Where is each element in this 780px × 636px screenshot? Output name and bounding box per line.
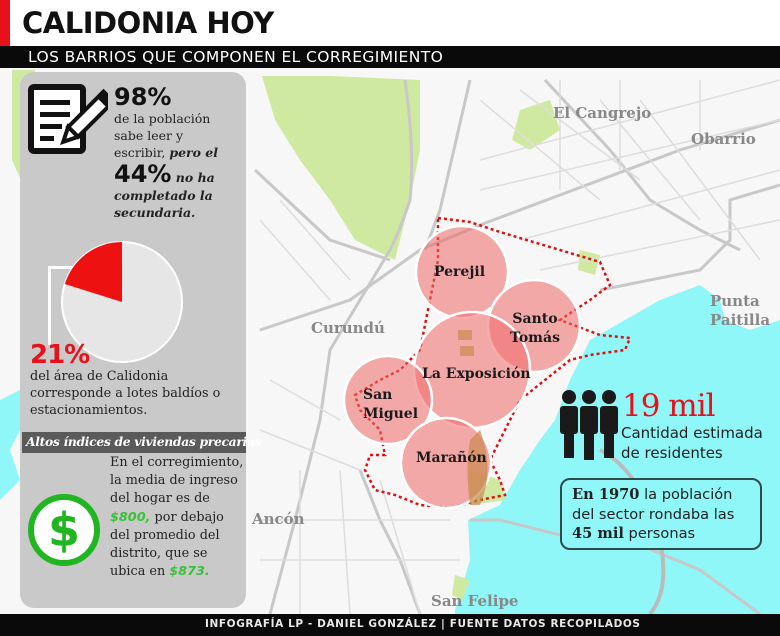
barrio-label-perejil: Perejil (434, 264, 486, 280)
document-pencil-icon (28, 84, 108, 154)
history-box: En 1970 la población del sector rondaba … (560, 478, 762, 550)
barrio-label-la-exposicion: La Exposición (422, 366, 531, 382)
income-text: En el corregimiento, la media de ingreso… (110, 454, 244, 581)
area-label-ancon: Ancón (252, 510, 305, 528)
dollar-icon: $ (28, 494, 100, 566)
literacy-stat: 98% de la población sabe leer y escribir… (114, 84, 244, 221)
income-value: $800, (110, 509, 151, 525)
area-label-curundu: Curundú (311, 319, 385, 337)
header-red-accent (0, 0, 10, 46)
footer-credit: INFOGRAFÍA LP - DANIEL GONZÁLEZ | FUENTE… (205, 618, 641, 630)
housing-banner-text: Altos índices de viviendas precarias (26, 434, 262, 449)
barrio-label-santo-tomas: Santo Tomás (510, 311, 560, 346)
page-title: CALIDONIA HOY (22, 6, 274, 40)
literacy-line-2: sabe leer y (114, 128, 184, 143)
secondary-text-3: secundaria. (114, 205, 196, 220)
history-population: 45 mil (572, 525, 624, 542)
income-text-2: por debajo del promedio del distrito, qu… (110, 509, 224, 580)
barrio-label-san-miguel: San Miguel (363, 387, 419, 422)
history-text-2: del sector rondaba las (572, 505, 735, 523)
secondary-text-1: no ha (171, 170, 215, 185)
literacy-line-1: de la población (114, 111, 211, 126)
literacy-line-3-em: pero el (169, 145, 219, 160)
vacant-land-pie-chart (61, 241, 183, 363)
svg-text:$: $ (48, 503, 80, 557)
pie-callout-line (48, 266, 87, 345)
vacant-land-text: del área de Calidonia corresponde a lote… (30, 369, 221, 418)
page-subtitle: LOS BARRIOS QUE COMPONEN EL CORREGIMIENT… (28, 48, 444, 66)
district-income-value: $873. (169, 564, 210, 580)
area-label-san-felipe: San Felipe (431, 592, 519, 610)
history-year: En 1970 (572, 486, 640, 503)
footer: INFOGRAFÍA LP - DANIEL GONZÁLEZ | FUENTE… (0, 614, 780, 636)
income-text-1: En el corregimiento, la media de ingreso… (110, 455, 244, 507)
history-text-3: personas (623, 525, 696, 542)
barrio-label-maranon: Marañón (416, 450, 487, 466)
secondary-text-2: completado la (114, 188, 213, 203)
literacy-pct: 98% (114, 83, 172, 111)
housing-banner: Altos índices de viviendas precarias (22, 432, 261, 453)
history-text-1: la población (639, 486, 733, 503)
area-label-obarrio: Obarrio (691, 130, 756, 148)
header: CALIDONIA HOY (0, 0, 780, 46)
residents-count: 19 mil (622, 388, 716, 424)
literacy-line-3: escribir, (114, 145, 170, 160)
people-icon (560, 390, 618, 460)
subtitle-bar: LOS BARRIOS QUE COMPONEN EL CORREGIMIENT… (0, 46, 780, 68)
vacant-land-pct: 21% (30, 340, 90, 370)
area-label-el-cangrejo: El Cangrejo (553, 104, 652, 122)
secondary-pct: 44% (114, 160, 172, 188)
area-label-punta-paitilla: Punta Paitilla (710, 292, 771, 329)
residents-label: Cantidad estimada de residentes (621, 424, 763, 462)
